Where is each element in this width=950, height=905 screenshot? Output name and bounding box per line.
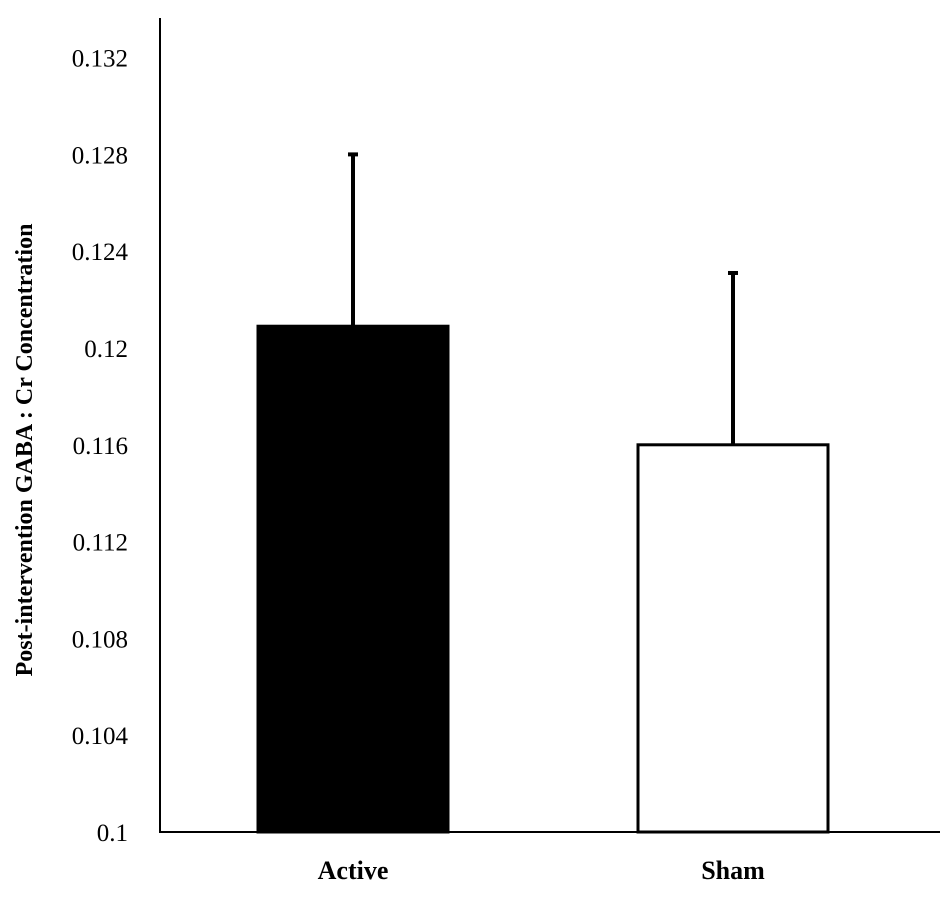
y-tick-label: 0.104 [72, 723, 129, 750]
y-tick-label: 0.116 [73, 433, 128, 460]
y-tick-label: 0.132 [72, 46, 128, 73]
y-tick-label: 0.1 [97, 820, 128, 847]
bar-sham [636, 443, 830, 834]
y-tick-label: 0.124 [72, 239, 129, 266]
x-tick-label-sham: Sham [701, 856, 765, 885]
y-tick-label: 0.112 [73, 530, 128, 557]
bar-active [256, 324, 450, 834]
x-tick-label-active: Active [318, 856, 389, 885]
y-axis-title: Post-intervention GABA : Cr Concentratio… [12, 224, 38, 677]
y-tick-label: 0.128 [72, 142, 128, 169]
y-tick-label: 0.12 [84, 336, 128, 363]
y-tick-label: 0.108 [72, 626, 128, 653]
